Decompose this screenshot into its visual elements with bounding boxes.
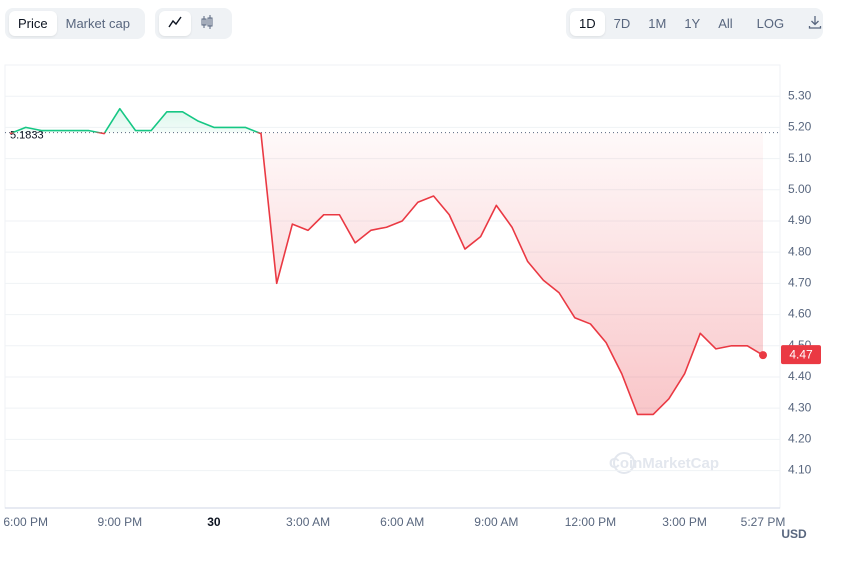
line-icon (168, 16, 182, 28)
x-tick-label: 6:00 AM (380, 515, 424, 529)
range-button[interactable]: 1M (648, 16, 667, 31)
view-toggle: Price Market cap (5, 8, 145, 39)
currency-label: USD (781, 527, 807, 541)
last-price-label: 4.47 (789, 347, 813, 361)
y-tick-label: 4.40 (788, 369, 812, 383)
y-tick-label: 4.60 (788, 307, 812, 321)
y-tick-label: 4.90 (788, 213, 812, 227)
line-chart-button[interactable] (159, 11, 191, 36)
watermark: CoinMarketCap (609, 455, 719, 472)
x-tick-label: 9:00 AM (474, 515, 518, 529)
chart-type-toggle (155, 8, 232, 39)
log-button[interactable]: LOG (756, 16, 785, 31)
x-tick-label: 3:00 PM (662, 515, 707, 529)
x-tick-label: 5:27 PM (741, 515, 786, 529)
y-tick-label: 4.10 (788, 463, 812, 477)
range-button[interactable]: 1Y (684, 16, 701, 31)
candle-icon (201, 15, 213, 29)
range-button[interactable]: 7D (613, 16, 631, 31)
y-tick-label: 4.80 (788, 244, 812, 258)
y-tick-label: 5.20 (788, 120, 812, 134)
price-tab[interactable]: Price (9, 11, 57, 36)
price-line (9, 107, 764, 416)
download-button[interactable] (799, 10, 831, 37)
y-tick-label: 5.10 (788, 151, 812, 165)
y-tick-label: 5.00 (788, 182, 812, 196)
y-tick-label: 4.20 (788, 432, 812, 446)
reference-label: 5.1833 (10, 130, 44, 142)
x-tick-label: 12:00 PM (565, 515, 616, 529)
y-tick-label: 4.50 (788, 338, 812, 352)
plot-border (4, 64, 781, 509)
range-button[interactable]: 1D (570, 11, 605, 36)
range-toggle: 1D 7D 1M 1Y All LOG (566, 8, 823, 39)
x-tick-label: 9:00 PM (97, 515, 142, 529)
last-price-tag (781, 345, 821, 365)
market-cap-tab[interactable]: Market cap (65, 16, 130, 31)
y-tick-label: 4.30 (788, 400, 812, 414)
x-tick-label: 6:00 PM (3, 515, 48, 529)
watermark-logo (613, 452, 635, 474)
last-price-dot (759, 351, 767, 360)
x-tick-label: 30 (207, 515, 221, 529)
price-area (10, 108, 763, 415)
candle-chart-button[interactable] (191, 11, 223, 36)
x-tick-label: 3:00 AM (286, 515, 330, 529)
y-tick-label: 5.30 (788, 88, 812, 102)
download-icon (808, 16, 822, 29)
y-tick-label: 4.70 (788, 276, 812, 290)
range-button[interactable]: All (718, 16, 733, 31)
